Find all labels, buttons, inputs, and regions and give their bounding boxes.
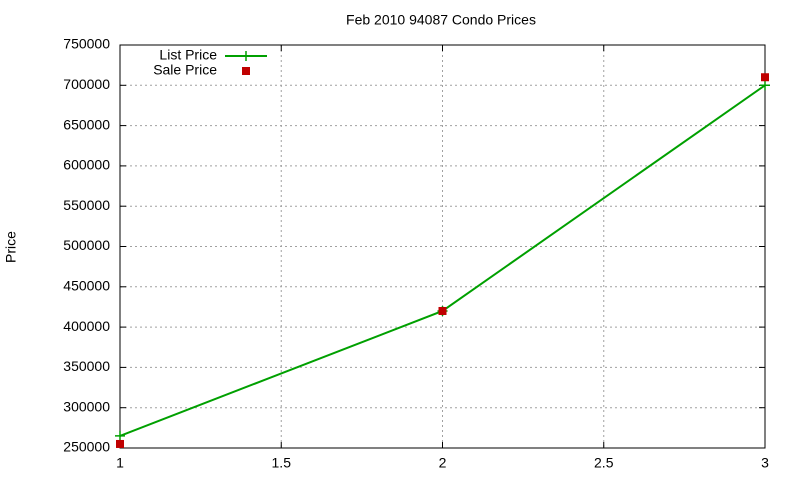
marker bbox=[761, 73, 769, 82]
marker bbox=[116, 439, 124, 448]
x-tick-label: 2 bbox=[439, 455, 447, 471]
y-tick-label: 750000 bbox=[63, 36, 110, 52]
y-tick-label: 250000 bbox=[63, 439, 110, 455]
y-tick-label: 650000 bbox=[63, 116, 110, 132]
y-tick-label: 350000 bbox=[63, 358, 110, 374]
x-tick-label: 1 bbox=[116, 455, 124, 471]
chart-title: Feb 2010 94087 Condo Prices bbox=[346, 12, 536, 28]
y-tick-label: 700000 bbox=[63, 76, 110, 92]
x-tick-label: 2.5 bbox=[594, 455, 614, 471]
plot-frame bbox=[119, 44, 766, 449]
y-tick-label: 550000 bbox=[63, 197, 110, 213]
y-tick-label: 400000 bbox=[63, 318, 110, 334]
legend-marker bbox=[241, 51, 251, 61]
y-axis-label: Price bbox=[3, 231, 19, 263]
marker bbox=[760, 80, 770, 91]
marker bbox=[115, 430, 125, 441]
x-tick-label: 1.5 bbox=[272, 455, 292, 471]
marker bbox=[438, 306, 447, 315]
y-tick-label: 500000 bbox=[63, 237, 110, 253]
y-tick-label: 450000 bbox=[63, 278, 110, 294]
legend-label: Sale Price bbox=[153, 62, 217, 78]
y-tick-label: 300000 bbox=[63, 398, 110, 414]
legend-label: List Price bbox=[159, 47, 217, 63]
y-tick-label: 600000 bbox=[63, 157, 110, 173]
x-tick-label: 3 bbox=[761, 455, 769, 471]
legend-marker bbox=[242, 67, 250, 75]
